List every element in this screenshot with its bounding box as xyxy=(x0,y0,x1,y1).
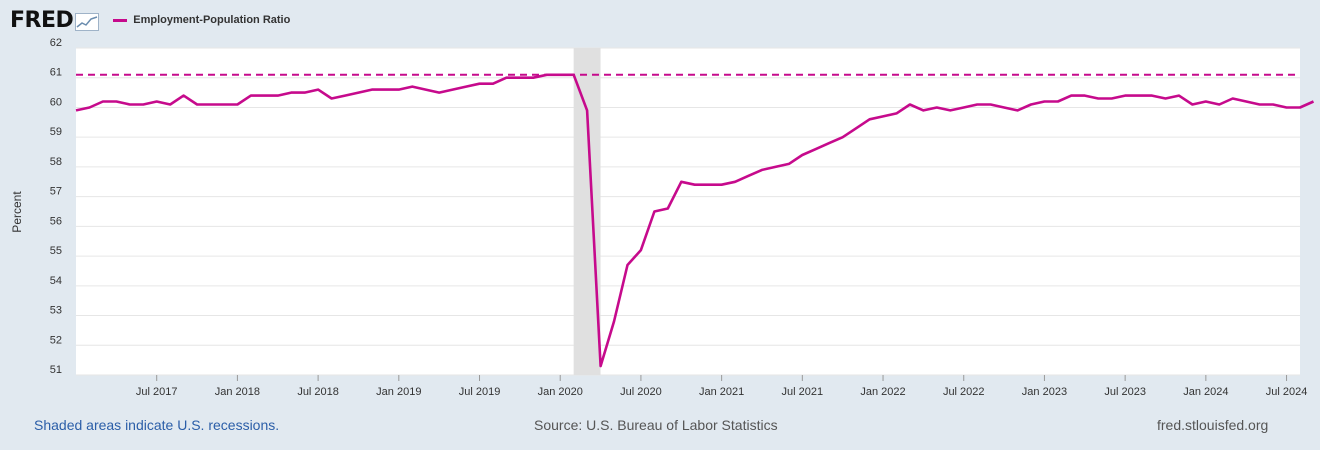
x-tick-label: Jul 2020 xyxy=(620,386,662,398)
plot-area xyxy=(76,48,1300,375)
series-line[interactable] xyxy=(75,73,1315,368)
y-tick-label: 51 xyxy=(50,364,62,376)
y-tick-label: 55 xyxy=(50,245,62,257)
fred-logo[interactable]: FRED xyxy=(10,7,74,33)
chart[interactable]: 51 52 53 54 55 56 57 58 59 60 61 62 Jul 2017 Jan 201… xyxy=(0,0,1320,410)
y-tick-label: 56 xyxy=(50,215,62,227)
y-tick-label: 58 xyxy=(50,156,62,168)
x-tick-label: Jan 2022 xyxy=(860,386,905,398)
recession-shading xyxy=(573,48,601,375)
x-tick-label: Jul 2017 xyxy=(136,386,178,398)
y-tick-label: 54 xyxy=(50,275,62,287)
y-axis-ticks: 51 52 53 54 55 56 57 58 59 60 61 62 xyxy=(50,37,62,376)
y-tick-label: 53 xyxy=(50,305,62,317)
y-tick-label: 59 xyxy=(50,126,62,138)
legend: Employment-Population Ratio xyxy=(113,14,290,26)
recession-band xyxy=(573,48,601,375)
source-text: Source: U.S. Bureau of Labor Statistics xyxy=(534,417,778,433)
series-group xyxy=(75,73,1315,368)
x-tick-label: Jul 2023 xyxy=(1104,386,1146,398)
y-tick-label: 62 xyxy=(50,37,62,49)
x-axis-ticks: Jul 2017 Jan 2018 Jul 2018 Jan 2019 Jul 2019… xyxy=(136,375,1307,398)
x-tick-label: Jan 2018 xyxy=(215,386,260,398)
x-tick-label: Jan 2020 xyxy=(538,386,583,398)
legend-label[interactable]: Employment-Population Ratio xyxy=(133,14,291,26)
y-tick-label: 60 xyxy=(50,96,62,108)
header: FRED Employment-Population Ratio xyxy=(10,6,290,34)
x-tick-label: Jul 2018 xyxy=(297,386,339,398)
site-link[interactable]: fred.stlouisfed.org xyxy=(1157,417,1269,433)
y-axis-label: Percent xyxy=(10,191,24,233)
x-tick-label: Jul 2024 xyxy=(1266,386,1308,398)
recession-note[interactable]: Shaded areas indicate U.S. recessions. xyxy=(34,417,280,433)
x-tick-label: Jan 2019 xyxy=(376,386,421,398)
x-tick-label: Jul 2021 xyxy=(782,386,824,398)
y-tick-label: 61 xyxy=(50,67,62,79)
legend-swatch xyxy=(113,18,128,22)
x-tick-label: Jul 2022 xyxy=(943,386,985,398)
y-tick-label: 52 xyxy=(50,334,62,346)
fred-graph-icon xyxy=(75,13,100,31)
grid-lines xyxy=(76,47,1300,376)
x-tick-label: Jan 2021 xyxy=(699,386,744,398)
x-tick-label: Jan 2023 xyxy=(1022,386,1067,398)
x-tick-label: Jan 2024 xyxy=(1183,386,1228,398)
y-tick-label: 57 xyxy=(50,186,62,198)
x-tick-label: Jul 2019 xyxy=(459,386,501,398)
